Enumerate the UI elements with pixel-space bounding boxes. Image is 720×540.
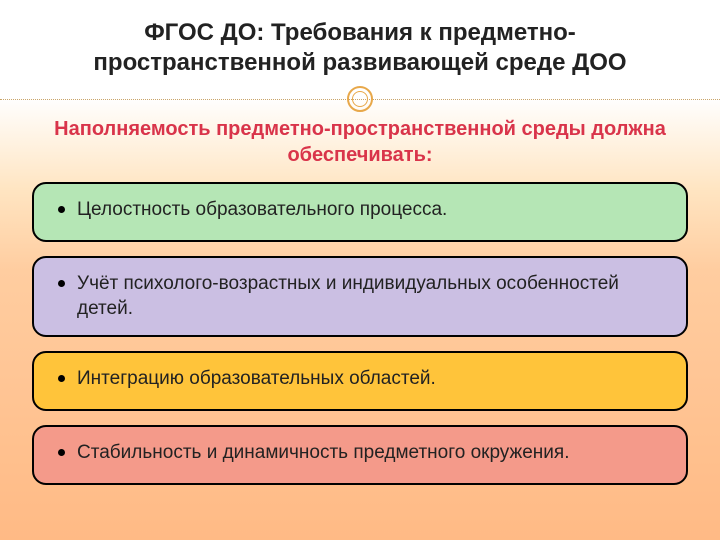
- subtitle: Наполняемость предметно-пространственной…: [28, 116, 692, 168]
- list-item: Учёт психолого-возрастных и индивидуальн…: [32, 256, 688, 337]
- circle-inner-icon: [352, 91, 368, 107]
- list-item: Стабильность и динамичность предметного …: [32, 425, 688, 485]
- bullet-icon: [58, 449, 65, 456]
- bullet-icon: [58, 280, 65, 287]
- items-list: Целостность образовательного процесса. У…: [28, 182, 692, 485]
- item-text: Целостность образовательного процесса.: [77, 198, 447, 223]
- bullet-icon: [58, 375, 65, 382]
- divider: [0, 86, 720, 112]
- item-text: Стабильность и динамичность предметного …: [77, 441, 569, 466]
- list-item: Интеграцию образовательных областей.: [32, 351, 688, 411]
- page-title: ФГОС ДО: Требования к предметно-простран…: [48, 18, 672, 78]
- circle-icon: [347, 86, 373, 112]
- item-text: Учёт психолого-возрастных и индивидуальн…: [77, 272, 666, 321]
- list-item: Целостность образовательного процесса.: [32, 182, 688, 242]
- item-text: Интеграцию образовательных областей.: [77, 367, 436, 392]
- bullet-icon: [58, 206, 65, 213]
- slide: ФГОС ДО: Требования к предметно-простран…: [0, 0, 720, 540]
- title-area: ФГОС ДО: Требования к предметно-простран…: [28, 18, 692, 86]
